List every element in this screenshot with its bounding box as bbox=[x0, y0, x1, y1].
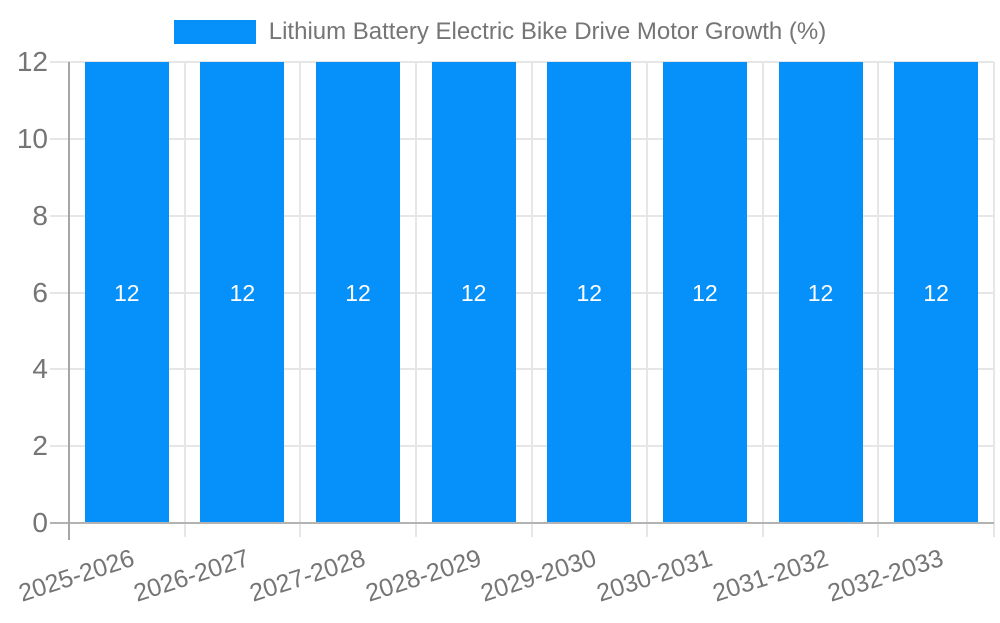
y-tick-mark bbox=[50, 137, 69, 140]
bar bbox=[431, 62, 516, 523]
bar-value-label: 12 bbox=[923, 279, 949, 306]
bar bbox=[84, 62, 169, 523]
y-tick-label: 8 bbox=[32, 199, 48, 231]
v-gridline bbox=[414, 62, 417, 537]
v-gridline bbox=[299, 62, 302, 537]
y-axis-line bbox=[68, 62, 70, 540]
bar-value-label: 12 bbox=[692, 279, 718, 306]
v-gridline bbox=[183, 62, 186, 537]
y-tick-label: 12 bbox=[16, 46, 48, 77]
v-gridline bbox=[993, 62, 995, 537]
bar-chart: Lithium Battery Electric Bike Drive Moto… bbox=[0, 19, 1000, 608]
x-axis-line bbox=[50, 522, 994, 524]
bar-value-label: 12 bbox=[229, 279, 256, 306]
legend-swatch bbox=[173, 20, 256, 44]
y-tick-label: 0 bbox=[32, 507, 48, 538]
y-tick-mark bbox=[50, 214, 69, 217]
v-gridline bbox=[761, 62, 764, 537]
y-tick-mark bbox=[50, 368, 69, 371]
v-gridline bbox=[646, 62, 649, 537]
y-tick-label: 6 bbox=[32, 276, 48, 308]
bar bbox=[316, 62, 401, 523]
v-gridline bbox=[877, 62, 880, 537]
legend-series-label: Lithium Battery Electric Bike Drive Moto… bbox=[268, 18, 827, 45]
bar-value-label: 12 bbox=[576, 279, 603, 306]
legend: Lithium Battery Electric Bike Drive Moto… bbox=[0, 19, 1000, 45]
bar bbox=[547, 62, 632, 523]
y-tick-mark bbox=[50, 445, 69, 448]
bar bbox=[778, 62, 863, 523]
y-tick-label: 2 bbox=[32, 430, 48, 462]
v-gridline bbox=[530, 62, 533, 537]
bar bbox=[894, 62, 979, 523]
y-tick-mark bbox=[50, 61, 69, 63]
bar bbox=[200, 62, 285, 523]
bar-value-label: 12 bbox=[460, 279, 487, 306]
y-tick-label: 4 bbox=[32, 353, 48, 385]
bar-value-label: 12 bbox=[114, 279, 140, 306]
bar-value-label: 12 bbox=[807, 279, 834, 306]
y-tick-mark bbox=[50, 291, 69, 294]
bar-value-label: 12 bbox=[345, 279, 371, 306]
y-tick-label: 10 bbox=[16, 122, 48, 154]
bar bbox=[662, 62, 747, 523]
